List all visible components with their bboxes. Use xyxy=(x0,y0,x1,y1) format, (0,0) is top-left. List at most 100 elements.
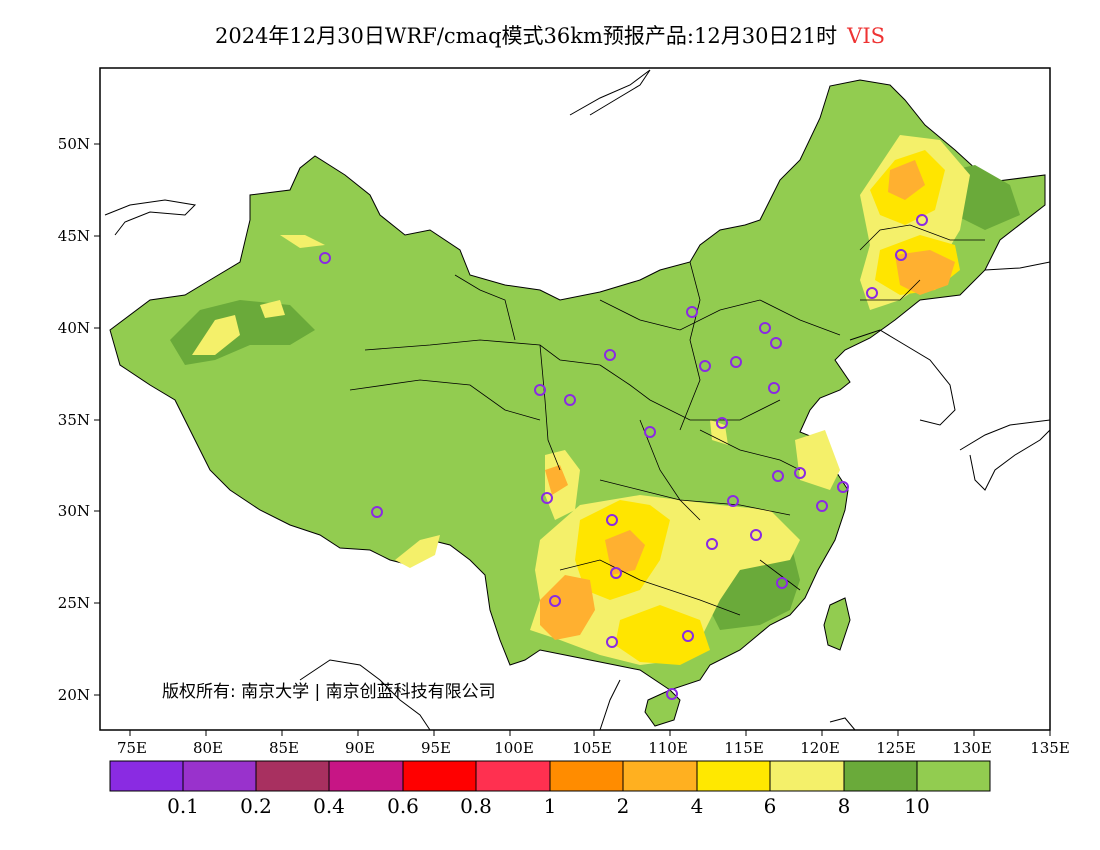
colorbar-label: 10 xyxy=(904,794,929,818)
colorbar: 0.1 0.2 0.4 0.6 0.8 1 2 4 6 8 10 xyxy=(109,760,991,818)
orange-layer xyxy=(540,160,955,640)
site-marker xyxy=(750,529,762,541)
site-marker xyxy=(371,506,383,518)
title-main: 2024年12月30日WRF/cmaq模式36km预报产品:12月30日21时 xyxy=(214,24,838,48)
lat-label: 40N xyxy=(58,319,90,337)
colorbar-swatch xyxy=(549,760,624,792)
land-mainland xyxy=(109,79,1046,691)
site-marker xyxy=(541,492,553,504)
colorbar-label: 0.2 xyxy=(240,794,272,818)
colorbar-swatch xyxy=(255,760,330,792)
colorbar-label: 0.6 xyxy=(387,794,419,818)
lat-label: 20N xyxy=(58,686,90,704)
orange-sichuan xyxy=(545,465,568,495)
colorbar-swatch xyxy=(769,760,845,792)
light-yellow-east xyxy=(795,430,840,490)
colorbar-label: 4 xyxy=(691,794,704,818)
site-marker xyxy=(666,688,678,700)
lon-label: 110E xyxy=(648,739,688,757)
site-marker xyxy=(768,382,780,394)
lon-axis: 75E 80E 85E 90E 95E 100E 105E 110E 115E … xyxy=(117,730,1070,757)
map-title: 2024年12月30日WRF/cmaq模式36km预报产品:12月30日21时 V… xyxy=(0,20,1100,50)
site-marker xyxy=(564,394,576,406)
site-marker xyxy=(772,470,784,482)
colorbar-swatch xyxy=(916,760,991,792)
lon-label: 135E xyxy=(1030,739,1070,757)
site-marker xyxy=(716,417,728,429)
site-marker xyxy=(699,360,711,372)
colorbar-swatch xyxy=(328,760,404,792)
site-markers xyxy=(319,214,928,700)
colorbar-swatch xyxy=(475,760,551,792)
lat-label: 50N xyxy=(58,135,90,153)
province-boundaries xyxy=(349,224,985,616)
lon-label: 130E xyxy=(952,739,992,757)
light-yellow-tarim-2 xyxy=(260,300,285,318)
site-marker xyxy=(706,538,718,550)
lon-label: 75E xyxy=(117,739,147,757)
site-marker xyxy=(895,249,907,261)
lon-label: 85E xyxy=(269,739,299,757)
light-yellow-henan xyxy=(710,420,728,445)
coast-northeast xyxy=(984,261,1051,271)
colorbar-swatch xyxy=(402,760,477,792)
colorbar-label: 0.8 xyxy=(460,794,492,818)
colorbar-swatch xyxy=(696,760,771,792)
lon-label: 95E xyxy=(421,739,451,757)
title-variable: VIS xyxy=(847,24,886,48)
site-marker xyxy=(794,467,806,479)
coast-japan-1 xyxy=(959,419,1051,451)
colorbar-swatch xyxy=(622,760,698,792)
site-marker xyxy=(730,356,742,368)
lat-label: 30N xyxy=(58,502,90,520)
light-yellow-tarim xyxy=(192,315,240,355)
site-marker xyxy=(770,337,782,349)
yellow-layer xyxy=(575,150,960,665)
orange-yunnan xyxy=(540,575,595,640)
lat-axis: 50N 45N 40N 35N 30N 25N 20N xyxy=(58,135,100,704)
site-marker xyxy=(549,595,561,607)
site-marker xyxy=(759,322,771,334)
lon-label: 125E xyxy=(876,739,916,757)
site-marker xyxy=(606,636,618,648)
orange-heilongjiang xyxy=(888,160,925,200)
coast-caspian-area xyxy=(104,199,197,236)
site-marker xyxy=(837,481,849,493)
yellow-guangxi xyxy=(615,605,710,665)
land-taiwan xyxy=(823,597,851,651)
colorbar-swatch xyxy=(109,760,184,792)
lat-label: 45N xyxy=(58,227,90,245)
site-marker xyxy=(610,567,622,579)
lon-label: 115E xyxy=(724,739,764,757)
orange-guizhou xyxy=(605,530,645,575)
lon-label: 90E xyxy=(345,739,375,757)
site-marker xyxy=(727,495,739,507)
site-marker xyxy=(604,349,616,361)
lat-label: 35N xyxy=(58,411,90,429)
site-marker xyxy=(644,426,656,438)
light-yellow-tibet-south xyxy=(395,535,440,568)
site-marker xyxy=(534,384,546,396)
site-marker xyxy=(916,214,928,226)
coast-japan-2 xyxy=(969,429,1051,491)
neighbor-coastlines xyxy=(104,69,1051,731)
site-marker xyxy=(686,306,698,318)
colorbar-label: 0.1 xyxy=(167,794,199,818)
orange-jilin xyxy=(895,250,955,295)
coast-korea xyxy=(849,329,956,426)
colorbar-swatch xyxy=(843,760,918,792)
colorbar-label: 1 xyxy=(544,794,557,818)
site-marker xyxy=(866,287,878,299)
light-yellow-dzungaria xyxy=(280,235,325,248)
site-marker xyxy=(682,630,694,642)
land-layer xyxy=(109,79,1046,727)
colorbar-swatch xyxy=(182,760,257,792)
site-marker xyxy=(816,500,828,512)
site-marker xyxy=(319,252,331,264)
lat-label: 25N xyxy=(58,594,90,612)
coast-philippines xyxy=(829,717,856,731)
copyright-text: 版权所有: 南京大学 | 南京创蓝科技有限公司 xyxy=(162,682,496,702)
coast-south-asia xyxy=(299,659,431,731)
site-marker xyxy=(776,577,788,589)
coast-lake-baikal xyxy=(569,69,651,116)
